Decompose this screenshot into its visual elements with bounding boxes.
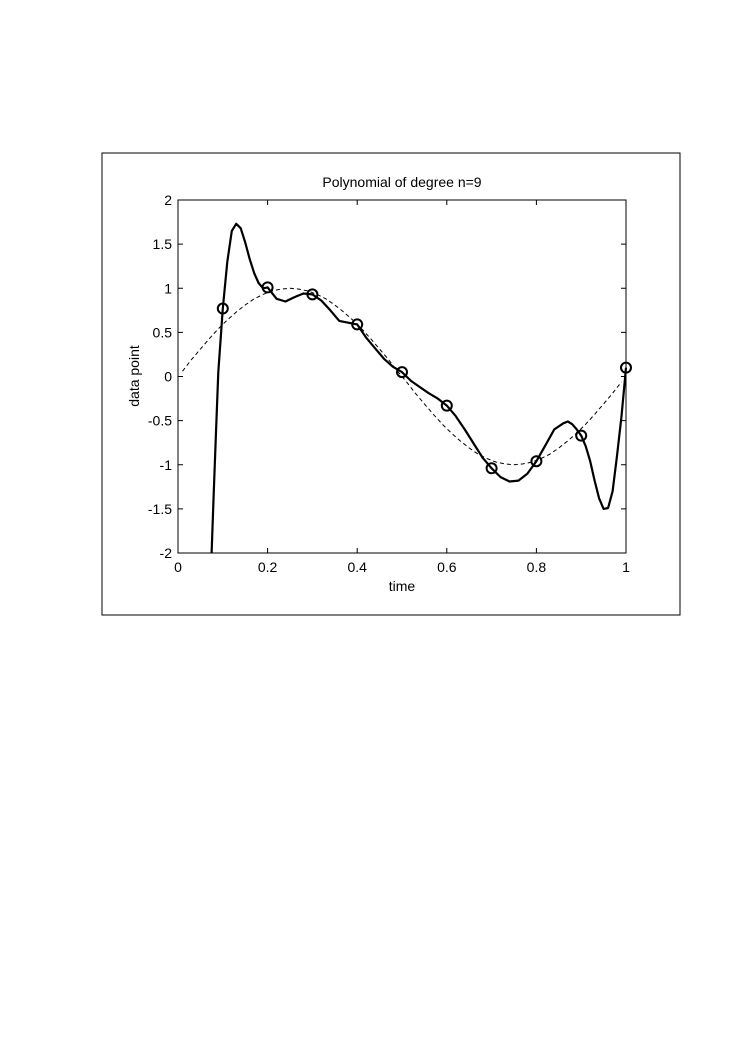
- figure-frame: [101, 152, 681, 616]
- data-point-marker: [575, 429, 588, 442]
- chart-title: Polynomial of degree n=9: [322, 174, 481, 190]
- data-point-marker: [485, 462, 498, 475]
- x-tick-label: 1: [622, 559, 630, 575]
- data-point-marker: [216, 302, 229, 315]
- data-point-marker: [351, 318, 364, 331]
- x-tick-label: 0.8: [527, 559, 547, 575]
- plot-area: 0 0.2 0.4 0.6 0.8 1 -2 -1.5 -1 -0.5 0 0.5 1 1.5 2: [148, 192, 632, 575]
- series-layer: [182, 222, 632, 554]
- x-tick-label: 0.4: [347, 559, 367, 575]
- y-tick-label: 2: [164, 192, 172, 208]
- y-tick-label: 1.5: [153, 236, 173, 252]
- data-point-marker: [620, 361, 632, 374]
- y-tick-label: 0.5: [153, 324, 173, 340]
- data-point-marker: [306, 288, 319, 301]
- x-tick-label: 0.6: [437, 559, 457, 575]
- y-tick-label: -2: [160, 545, 173, 561]
- y-axis-label: data point: [126, 345, 142, 407]
- y-tick-label: -1: [160, 457, 173, 473]
- y-tick-label: -0.5: [148, 413, 172, 429]
- y-tick-label: 0: [164, 369, 172, 385]
- data-point-marker: [261, 281, 274, 294]
- y-tick-label: -1.5: [148, 501, 172, 517]
- x-tick-label: 0.2: [258, 559, 278, 575]
- x-axis-label: time: [389, 578, 416, 594]
- data-point-marker: [440, 399, 453, 412]
- axis-tick-labels: 0 0.2 0.4 0.6 0.8 1 -2 -1.5 -1 -0.5 0 0.5 1 1.5 2: [148, 192, 630, 575]
- x-tick-label: 0: [174, 559, 182, 575]
- polynomial-fit-line: [210, 222, 628, 554]
- data-point-marker: [396, 366, 408, 379]
- data-point-marker: [530, 455, 543, 468]
- y-tick-label: 1: [164, 280, 172, 296]
- axis-ticks: [177, 199, 627, 554]
